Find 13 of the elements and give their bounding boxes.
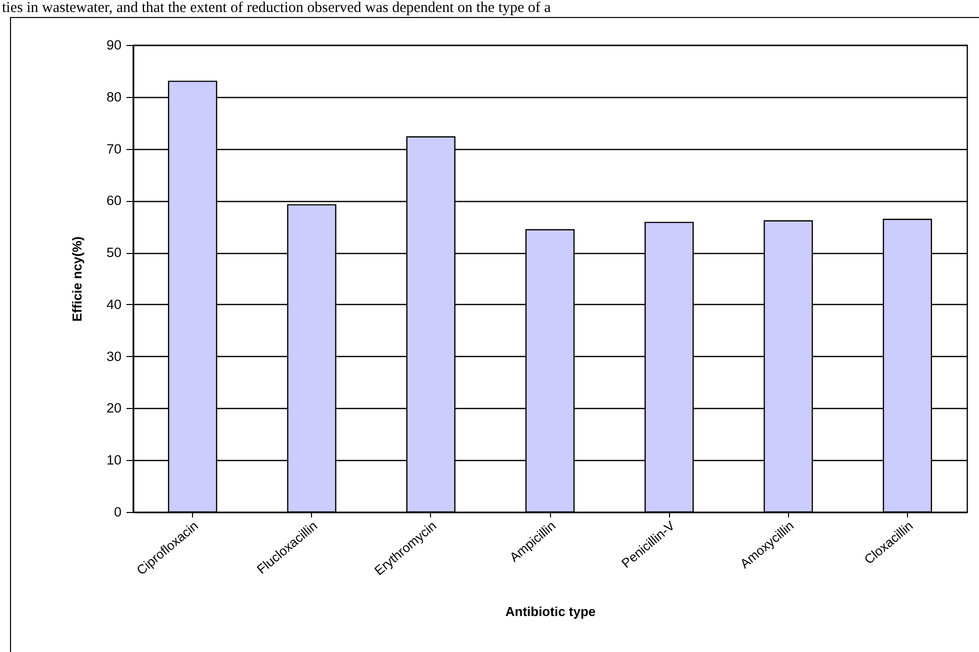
y-tick-label: 40 bbox=[106, 296, 122, 312]
y-tick-label: 20 bbox=[106, 400, 122, 416]
y-tick-label: 60 bbox=[106, 193, 122, 208]
y-tick-label: 80 bbox=[106, 89, 122, 104]
y-tick-label: 0 bbox=[114, 504, 122, 520]
y-tick-label: 50 bbox=[106, 245, 122, 260]
y-tick-label: 30 bbox=[106, 348, 122, 364]
x-axis-title: Antibiotic type bbox=[505, 604, 596, 620]
y-tick-label: 70 bbox=[106, 141, 122, 156]
y-tick-label: 90 bbox=[106, 38, 122, 52]
text: ties in wastewater, and that the extent of reduction observed was dependent on the type of a bbox=[1, 0, 552, 16]
y-axis-title: Efficie ncy(%) bbox=[69, 236, 84, 322]
y-tick-label: 10 bbox=[106, 452, 122, 468]
